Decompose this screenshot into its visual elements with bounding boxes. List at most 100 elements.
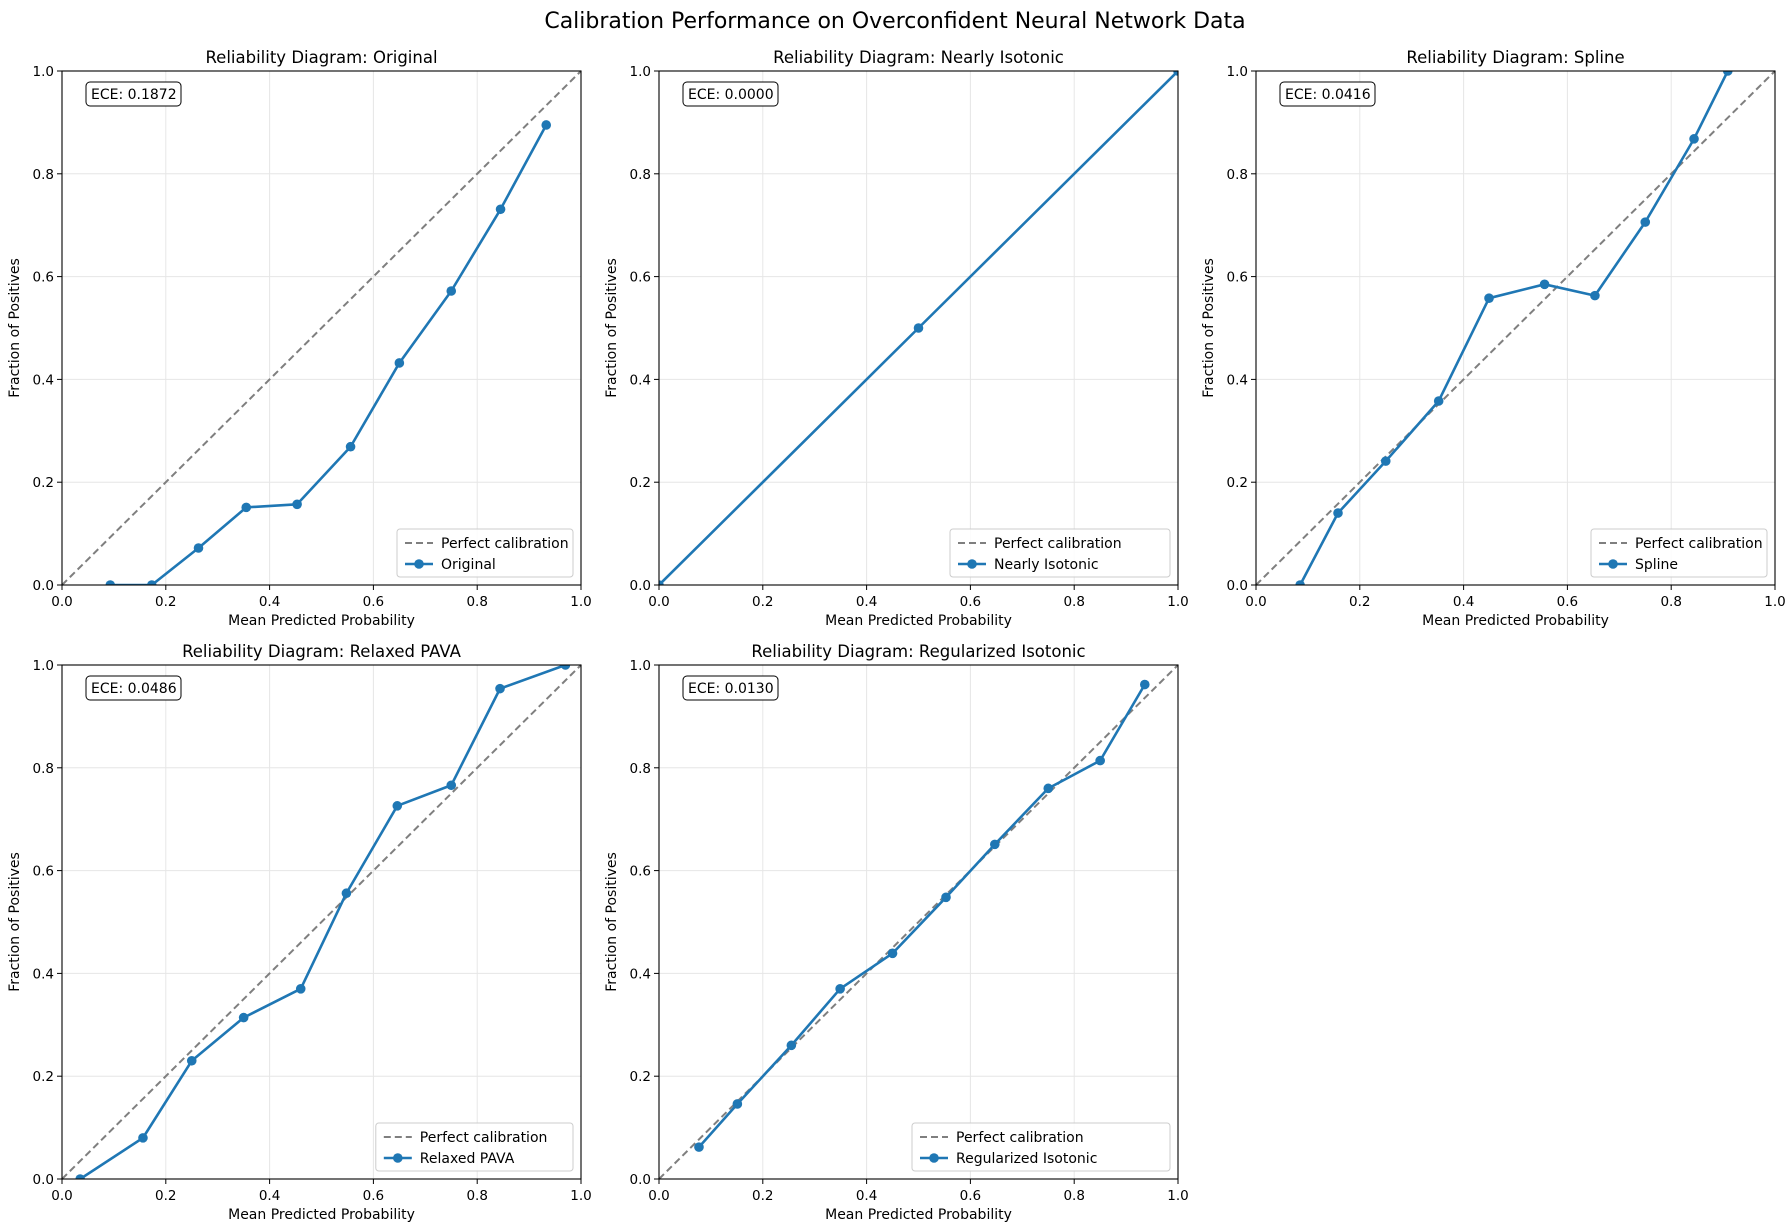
data-point	[1722, 71, 1733, 76]
y-tick-label: 1.0	[33, 64, 54, 80]
data-point	[541, 120, 552, 130]
y-tick-label: 0.4	[630, 372, 651, 388]
subplot-title: Reliability Diagram: Nearly Isotonic	[773, 48, 1064, 67]
x-tick-label: 0.6	[960, 1188, 981, 1204]
legend-box	[949, 528, 1171, 578]
y-tick-label: 0.0	[1227, 578, 1248, 594]
y-tick-label: 0.4	[630, 966, 651, 982]
x-tick-label: 0.4	[1453, 594, 1474, 610]
data-point	[295, 984, 306, 994]
legend-marker-series	[393, 1153, 403, 1163]
x-tick-label: 0.4	[259, 594, 280, 610]
axes-frame	[61, 664, 582, 1180]
y-axis-label: Fraction of Positives	[7, 258, 23, 398]
ece-box	[682, 81, 779, 107]
data-point	[1640, 217, 1651, 227]
x-tick-label: 1.0	[570, 594, 591, 610]
x-tick-label: 0.0	[648, 1188, 669, 1204]
subplot-1: 0.0 0.2 0.4 0.6 0.8 1.0 0.0 0.2 0.4 0.6 0.8 1.0 Reli…	[7, 48, 592, 629]
data-point	[345, 441, 356, 452]
x-tick-label: 1.0	[1167, 594, 1188, 610]
legend-label-reference: Perfect calibration	[420, 1130, 548, 1146]
legend-label-series: Regularized Isotonic	[956, 1151, 1097, 1167]
data-point	[1333, 508, 1343, 518]
legend-label-reference: Perfect calibration	[956, 1130, 1084, 1146]
figure-title: Calibration Performance on Overconfident…	[544, 9, 1245, 34]
series-group	[105, 120, 552, 585]
x-tick-label: 0.2	[752, 1188, 773, 1204]
y-tick-label: 1.0	[33, 658, 54, 674]
data-point	[75, 1174, 85, 1179]
x-tick-label: 0.8	[466, 594, 487, 610]
y-tick-label: 1.0	[630, 64, 651, 80]
data-point	[105, 580, 116, 585]
x-tick-label: 0.6	[363, 1188, 384, 1204]
y-tick-label: 0.8	[33, 761, 54, 777]
data-point	[1590, 290, 1600, 301]
data-point	[1539, 279, 1550, 290]
x-axis-label: Mean Predicted Probability	[825, 1207, 1012, 1223]
x-tick-label: 0.0	[51, 594, 72, 610]
series-group	[659, 71, 1178, 585]
y-tick-label: 0.2	[1227, 475, 1248, 491]
data-point	[341, 888, 352, 899]
subplot-3: 0.0 0.2 0.4 0.6 0.8 1.0 0.0 0.2 0.4 0.6 0.8 1.0 Reli…	[1201, 48, 1786, 629]
data-point	[786, 1040, 797, 1051]
y-axis-label: Fraction of Positives	[1201, 258, 1217, 398]
series-group	[1295, 71, 1733, 585]
series-group	[75, 665, 571, 1179]
y-tick-label: 0.0	[630, 1172, 651, 1188]
ece-annotation: ECE: 0.0000	[688, 87, 774, 103]
data-point	[392, 801, 403, 811]
perfect-calibration-line	[61, 664, 582, 1180]
y-tick-label: 0.8	[630, 761, 651, 777]
y-tick-label: 0.0	[33, 1172, 54, 1188]
x-tick-label: 0.2	[155, 594, 176, 610]
data-point	[138, 1133, 148, 1143]
subplot-title: Reliability Diagram: Original	[205, 48, 437, 67]
legend-marker-series	[967, 559, 977, 569]
data-point	[1173, 71, 1178, 76]
y-tick-label: 0.6	[630, 270, 651, 286]
x-tick-label: 0.8	[1063, 594, 1084, 610]
x-tick-label: 0.2	[752, 594, 773, 610]
y-tick-label: 0.4	[33, 372, 54, 388]
x-axis-label: Mean Predicted Probability	[228, 613, 415, 629]
series-line	[697, 683, 1146, 1148]
legend-label-series: Original	[441, 557, 496, 573]
legend-label-reference: Perfect calibration	[1635, 536, 1763, 552]
data-point	[446, 780, 457, 791]
data-point	[1139, 679, 1150, 690]
data-point	[989, 839, 1000, 850]
data-point	[659, 580, 664, 585]
data-point	[694, 1142, 704, 1152]
y-tick-label: 0.6	[630, 864, 651, 880]
legend-box	[375, 1122, 574, 1172]
y-axis-label: Fraction of Positives	[604, 258, 620, 398]
x-tick-label: 0.0	[1245, 594, 1266, 610]
data-point	[941, 892, 951, 903]
y-tick-label: 0.8	[1227, 167, 1248, 183]
x-tick-label: 0.0	[648, 594, 669, 610]
ece-annotation: ECE: 0.1872	[91, 87, 177, 103]
perfect-calibration-line	[1255, 70, 1776, 586]
series-line	[79, 665, 566, 1179]
y-tick-label: 0.4	[1227, 372, 1248, 388]
axes-frame	[658, 664, 1179, 1180]
ece-box	[85, 81, 182, 107]
data-point	[186, 1055, 197, 1066]
y-tick-label: 0.0	[33, 578, 54, 594]
ece-box	[85, 675, 182, 701]
data-point	[887, 948, 898, 959]
y-tick-label: 0.6	[33, 864, 54, 880]
legend-marker-series	[929, 1153, 939, 1163]
data-point	[495, 683, 505, 694]
perfect-calibration-line	[61, 70, 582, 586]
legend-label-reference: Perfect calibration	[441, 536, 569, 552]
legend-label-series: Spline	[1635, 557, 1678, 573]
y-tick-label: 0.8	[630, 167, 651, 183]
x-tick-label: 0.6	[1557, 594, 1578, 610]
series-line	[110, 124, 548, 585]
y-tick-label: 0.6	[33, 270, 54, 286]
